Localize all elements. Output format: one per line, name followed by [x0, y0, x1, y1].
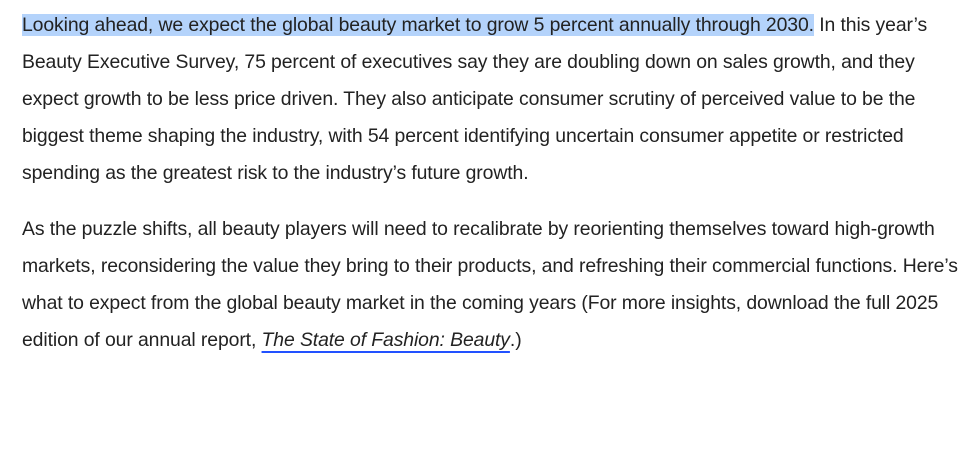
paragraph-text: As the puzzle shifts, all beauty players… — [22, 218, 958, 351]
paragraph-recalibrate: As the puzzle shifts, all beauty players… — [22, 211, 962, 359]
highlighted-sentence[interactable]: Looking ahead, we expect the global beau… — [22, 14, 814, 36]
paragraph-text: In this year’s Beauty Executive Survey, … — [22, 14, 928, 184]
paragraph-text-end: .) — [509, 329, 522, 351]
article-body: Looking ahead, we expect the global beau… — [22, 7, 962, 359]
paragraph-market-outlook: Looking ahead, we expect the global beau… — [22, 7, 962, 192]
report-link[interactable]: The State of Fashion: Beauty — [261, 329, 510, 351]
